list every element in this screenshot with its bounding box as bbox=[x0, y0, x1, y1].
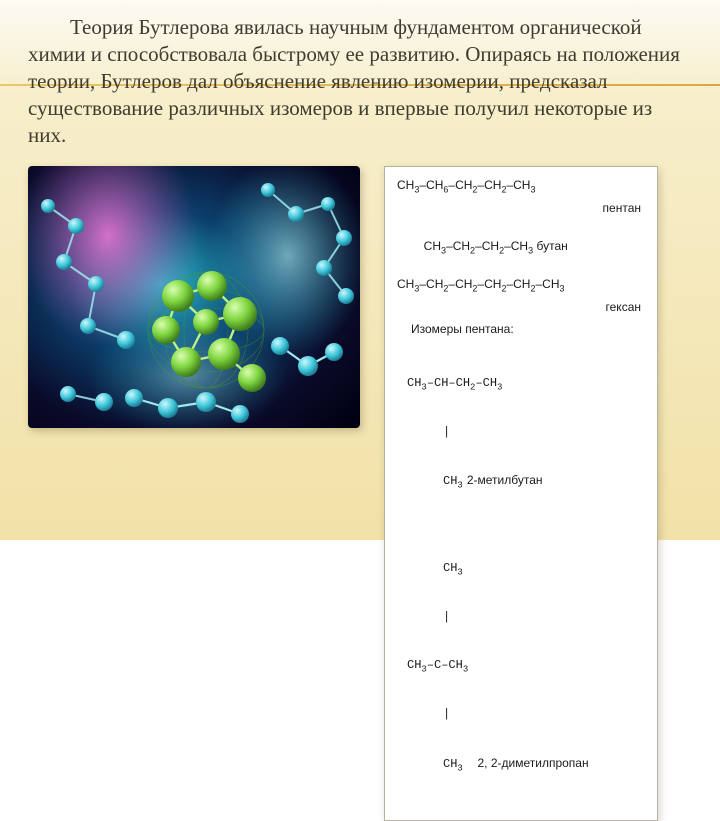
isomer-0: CH3–CH–CH2–CH3 | CH32-метилбутан bbox=[407, 343, 645, 522]
isomer-1: CH3 | CH3–C–CH3 | CH3 2, 2-диметилпропан bbox=[407, 528, 645, 804]
molecule-svg bbox=[28, 166, 360, 428]
formula-linear-2: CH3–CH2–CH2–CH2–CH2–CH3 bbox=[397, 276, 645, 292]
formula-name-2: гексан bbox=[397, 299, 645, 315]
formula-linear-1: CH3–CH2–CH2–CH3 бутан bbox=[397, 222, 645, 271]
isomer-heading: Изомеры пентана: bbox=[411, 321, 645, 337]
media-row: CH3–CH6–CH2–CH2–CH3 пентан CH3–CH2–CH2–C… bbox=[28, 166, 692, 821]
formula-name-0: пентан bbox=[397, 200, 645, 216]
slide: Теория Бутлерова явилась научным фундаме… bbox=[0, 0, 720, 540]
formula-card: CH3–CH6–CH2–CH2–CH3 пентан CH3–CH2–CH2–C… bbox=[384, 166, 658, 821]
molecule-illustration bbox=[28, 166, 360, 428]
body-text: Теория Бутлерова явилась научным фундаме… bbox=[28, 14, 692, 148]
formula-linear-0: CH3–CH6–CH2–CH2–CH3 bbox=[397, 177, 645, 193]
